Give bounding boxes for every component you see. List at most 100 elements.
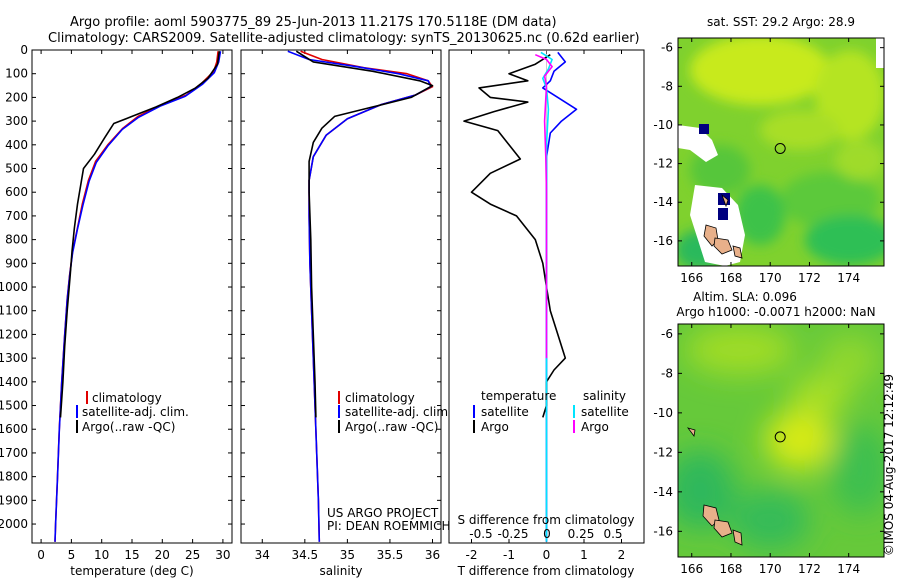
temperature-lines [54, 51, 222, 542]
sla-map-title-2: Argo h1000: -0.0071 h2000: NaN [676, 305, 875, 319]
title-line-1: Argo profile: aoml 5903775_89 25-Jun-201… [70, 15, 557, 30]
s-tick-label: 0 [543, 527, 551, 541]
sst-map-title: sat. SST: 29.2 Argo: 28.9 [707, 15, 855, 29]
island [686, 427, 696, 437]
sst-cold-cell [699, 124, 709, 134]
temperature-xlabel: temperature (deg C) [70, 564, 193, 578]
island [732, 529, 743, 546]
salinity-xlabel: salinity [319, 564, 362, 578]
x-tick-label: 30 [215, 548, 230, 562]
salinity-panel: 34 34.5 35 35.5 36 salinity climatology sate… [240, 49, 452, 578]
x-tick-label: 15 [124, 548, 139, 562]
s-tick-label: -0.25 [497, 527, 528, 541]
depth-tick-label: 1300 [0, 351, 28, 365]
x-tick-label: 2 [618, 548, 626, 562]
lat-tick-label: -16 [653, 524, 673, 538]
lat-tick-label: -8 [661, 79, 673, 93]
sst-map-field [678, 38, 884, 266]
sst-patch [735, 185, 785, 245]
salinity-lines [287, 50, 434, 542]
depth-tick-label: 1700 [0, 446, 28, 460]
legend-label-climatology: climatology [92, 391, 162, 405]
island [721, 193, 729, 208]
sst-map-panel: sat. SST: 29.2 Argo: 28.9 [653, 15, 885, 285]
island [713, 519, 733, 538]
legend-label-argo: Argo(..raw -QC) [82, 420, 175, 434]
depth-tick-label: 700 [5, 209, 28, 223]
legend-label-argo: Argo(..raw -QC) [345, 420, 438, 434]
x-tick-label: 34.5 [291, 548, 318, 562]
x-tick-label: 36 [425, 548, 440, 562]
lon-tick-label: 172 [798, 271, 821, 285]
depth-tick-label: 600 [5, 185, 28, 199]
sst-patch [780, 172, 880, 228]
temperature-x-ticks: 0 5 10 15 20 25 30 [37, 50, 231, 562]
credit-pi: PI: DEAN ROEMMICH [327, 519, 450, 533]
lon-tick-label: 174 [837, 271, 860, 285]
lon-tick-label: 172 [798, 562, 821, 576]
depth-tick-label: 900 [5, 256, 28, 270]
lat-tick-label: -14 [653, 195, 673, 209]
depth-tick-label: 300 [5, 114, 28, 128]
sla-patch [790, 375, 850, 415]
sst-no-data [678, 125, 718, 162]
lon-tick-label: 168 [720, 562, 743, 576]
sst-map-ticks: 166 168 170 172 174 -6 -8 -10 -12 -14 -16 [653, 38, 884, 285]
lon-tick-label: 170 [759, 271, 782, 285]
lon-tick-label: 168 [720, 271, 743, 285]
island [713, 237, 733, 255]
lat-tick-label: -16 [653, 234, 673, 248]
x-tick-label: 1 [580, 548, 588, 562]
temperature-panel: 0100200300400500600700800900100011001200… [0, 43, 233, 578]
depth-tick-label: 100 [5, 67, 28, 81]
depth-tick-label: 1500 [0, 399, 28, 413]
x-tick-label: 25 [185, 548, 200, 562]
sla-map-title-1: Altim. SLA: 0.096 [693, 290, 797, 304]
island [732, 245, 743, 259]
sst-cold-cell [718, 208, 728, 220]
legend-label-satellite: satellite-adj. clim. [345, 405, 452, 419]
depth-tick-label: 1800 [0, 470, 28, 484]
x-tick-label: 0 [543, 548, 551, 562]
legend-label-satellite: satellite-adj. clim. [82, 405, 189, 419]
x-tick-label: 5 [68, 548, 76, 562]
sla-patch [765, 410, 835, 470]
lat-tick-label: -6 [661, 41, 673, 55]
credit-project: US ARGO PROJECT [327, 506, 439, 520]
legend-label-climatology: climatology [345, 391, 415, 405]
salinity-depth-ticks [241, 49, 441, 525]
argo-location-marker [774, 431, 786, 443]
depth-tick-label: 1200 [0, 327, 28, 341]
x-tick-label: 20 [155, 548, 170, 562]
x-tick-label: 35.5 [377, 548, 404, 562]
difference-xlabel: T difference from climatology [457, 564, 635, 578]
s-tick-label: 0.5 [603, 527, 622, 541]
lat-tick-label: -12 [653, 157, 673, 171]
lat-tick-label: -12 [653, 445, 673, 459]
depth-ticks: 0 100 200 300 400 500 600 700 800 900 1000 1100 1200… [0, 43, 232, 531]
depth-tick-label: 1600 [0, 422, 28, 436]
sst-patches [678, 38, 884, 266]
sst-no-data [876, 38, 884, 68]
depth-tick-label: 800 [5, 233, 28, 247]
depth-tick-label: 400 [5, 138, 28, 152]
depth-tick-label: 500 [5, 162, 28, 176]
legend-header-temperature: temperature [481, 389, 556, 403]
depth-tick-label: 1400 [0, 375, 28, 389]
lat-tick-label: -8 [661, 366, 673, 380]
imos-credit: ©IMOS 04-Aug-2017 12:12:49 [882, 374, 896, 556]
legend-label-t-satellite: satellite [481, 405, 529, 419]
x-tick-label: 10 [94, 548, 109, 562]
depth-tick-label: 2000 [0, 517, 28, 531]
sla-patches [678, 325, 884, 550]
difference-lines [463, 50, 578, 543]
salinity-legend: climatology satellite-adj. clim. Argo(..… [338, 391, 452, 434]
sla-map-ticks: 166 168 170 172 174 -6 -8 -10 -12 -14 -16 [653, 324, 884, 576]
series-argo-raw-qc [295, 50, 434, 418]
x-tick-label: -2 [466, 548, 478, 562]
x-tick-label: 0 [37, 548, 45, 562]
sla-patch [685, 325, 795, 375]
lon-tick-label: 170 [759, 562, 782, 576]
lat-tick-label: -14 [653, 485, 673, 499]
